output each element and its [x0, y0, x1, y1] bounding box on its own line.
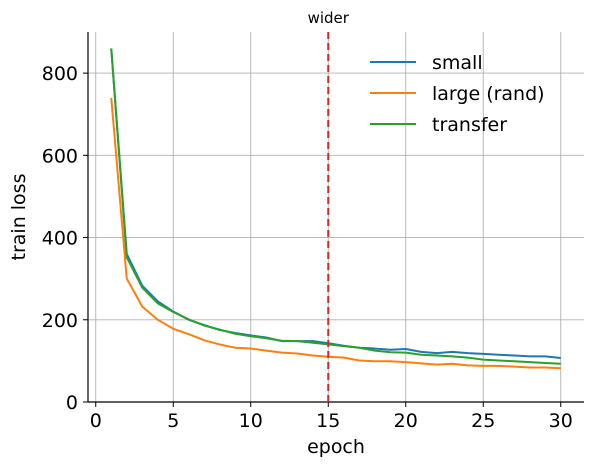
- y-tick-label: 200: [42, 310, 78, 332]
- x-tick-label: 25: [471, 410, 495, 432]
- ticks: 0 5 10 15 20 25 30 0 200 400 600 800: [42, 63, 573, 432]
- x-tick-label: 30: [549, 410, 573, 432]
- x-tick-label: 10: [239, 410, 263, 432]
- legend-label: small: [432, 52, 483, 74]
- legend-label: transfer: [432, 114, 507, 136]
- vline-annotation-label: wider: [308, 9, 350, 27]
- x-tick-label: 5: [167, 410, 179, 432]
- legend-label: large (rand): [432, 83, 545, 105]
- y-axis-label: train loss: [8, 174, 30, 261]
- x-axis-label: epoch: [307, 436, 365, 458]
- grid: [88, 32, 584, 403]
- y-tick-label: 600: [42, 145, 78, 167]
- x-tick-label: 20: [394, 410, 418, 432]
- y-tick-label: 800: [42, 63, 78, 85]
- annotations: wider: [308, 9, 350, 402]
- x-tick-label: 0: [90, 410, 102, 432]
- y-tick-label: 0: [66, 392, 78, 414]
- axes-spines: [87, 32, 584, 403]
- series-line-large-rand: [110, 97, 561, 370]
- y-tick-label: 400: [42, 228, 78, 250]
- series-line-transfer: [110, 48, 561, 365]
- series: [110, 48, 561, 370]
- x-tick-label: 15: [316, 410, 340, 432]
- legend: small large (rand) transfer: [370, 52, 545, 136]
